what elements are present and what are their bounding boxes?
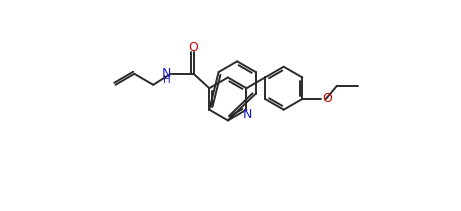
Text: N: N: [161, 67, 171, 80]
Text: N: N: [243, 108, 253, 121]
Text: H: H: [163, 74, 171, 85]
Text: O: O: [189, 41, 199, 54]
Text: O: O: [323, 92, 332, 105]
